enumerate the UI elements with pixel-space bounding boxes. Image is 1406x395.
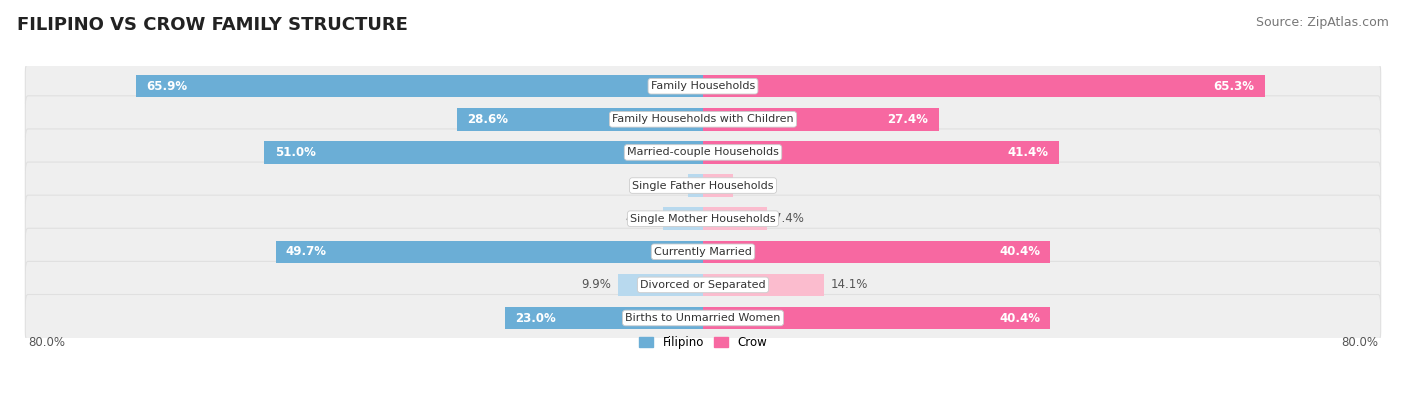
FancyBboxPatch shape	[25, 162, 1381, 209]
Text: 7.4%: 7.4%	[773, 212, 803, 225]
Bar	[457, 108, 703, 131]
Bar	[703, 75, 1264, 98]
Bar	[136, 75, 703, 98]
Text: Currently Married: Currently Married	[654, 247, 752, 257]
Text: 41.4%: 41.4%	[1008, 146, 1049, 159]
Bar	[688, 174, 703, 197]
Text: 40.4%: 40.4%	[1000, 245, 1040, 258]
Text: 65.3%: 65.3%	[1213, 80, 1254, 93]
Bar	[703, 207, 766, 230]
FancyBboxPatch shape	[25, 96, 1381, 143]
Text: Family Households: Family Households	[651, 81, 755, 91]
Bar	[703, 174, 733, 197]
FancyBboxPatch shape	[25, 295, 1381, 342]
Bar	[662, 207, 703, 230]
FancyBboxPatch shape	[25, 63, 1381, 110]
Bar	[703, 307, 1050, 329]
Text: Births to Unmarried Women: Births to Unmarried Women	[626, 313, 780, 323]
Text: 28.6%: 28.6%	[467, 113, 509, 126]
Text: Single Father Households: Single Father Households	[633, 181, 773, 190]
Text: 51.0%: 51.0%	[274, 146, 315, 159]
Text: 3.5%: 3.5%	[740, 179, 769, 192]
Text: FILIPINO VS CROW FAMILY STRUCTURE: FILIPINO VS CROW FAMILY STRUCTURE	[17, 16, 408, 34]
Bar	[264, 141, 703, 164]
Text: 23.0%: 23.0%	[516, 312, 557, 325]
Text: Source: ZipAtlas.com: Source: ZipAtlas.com	[1256, 16, 1389, 29]
FancyBboxPatch shape	[25, 129, 1381, 176]
Text: Family Households with Children: Family Households with Children	[612, 114, 794, 124]
Text: 1.8%: 1.8%	[651, 179, 681, 192]
Text: Divorced or Separated: Divorced or Separated	[640, 280, 766, 290]
Bar	[703, 108, 939, 131]
Text: 9.9%: 9.9%	[581, 278, 612, 292]
Text: 80.0%: 80.0%	[28, 336, 65, 349]
Text: 4.7%: 4.7%	[626, 212, 655, 225]
Bar	[703, 274, 824, 296]
Text: 40.4%: 40.4%	[1000, 312, 1040, 325]
Bar	[617, 274, 703, 296]
FancyBboxPatch shape	[25, 195, 1381, 242]
Legend: Filipino, Crow: Filipino, Crow	[634, 331, 772, 354]
Bar	[276, 241, 703, 263]
FancyBboxPatch shape	[25, 228, 1381, 275]
Bar	[703, 141, 1059, 164]
Text: 65.9%: 65.9%	[146, 80, 188, 93]
Text: 27.4%: 27.4%	[887, 113, 928, 126]
Bar	[703, 241, 1050, 263]
Text: 14.1%: 14.1%	[831, 278, 869, 292]
Text: 49.7%: 49.7%	[285, 245, 328, 258]
Text: 80.0%: 80.0%	[1341, 336, 1378, 349]
Text: Single Mother Households: Single Mother Households	[630, 214, 776, 224]
Bar	[505, 307, 703, 329]
FancyBboxPatch shape	[25, 261, 1381, 308]
Text: Married-couple Households: Married-couple Households	[627, 147, 779, 158]
